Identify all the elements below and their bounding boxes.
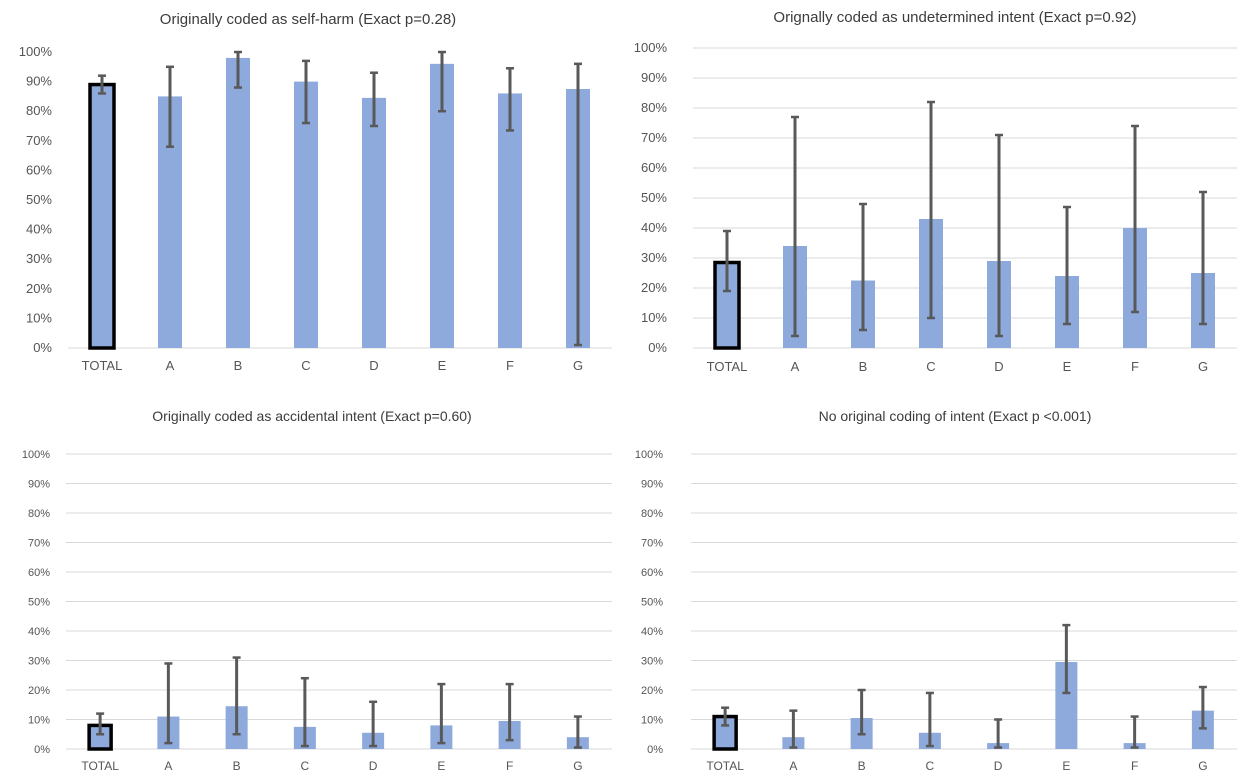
y-tick-label: 0%	[34, 744, 50, 756]
y-tick-label: 10%	[28, 715, 50, 727]
category-label: E	[438, 358, 447, 373]
category-label: E	[437, 759, 445, 773]
y-tick-label: 50%	[26, 192, 52, 207]
y-tick-label: 40%	[641, 220, 667, 235]
y-tick-label: 50%	[641, 597, 663, 609]
bar	[1191, 710, 1214, 749]
bar	[294, 81, 318, 348]
y-tick-label: 20%	[28, 685, 50, 697]
category-label: A	[166, 358, 175, 373]
category-label: C	[301, 759, 310, 773]
y-tick-label: 60%	[641, 160, 667, 175]
y-tick-label: 30%	[26, 251, 52, 266]
y-tick-label: 90%	[641, 70, 667, 85]
chart-svg: Originally coded as accidental intent (E…	[22, 408, 612, 773]
category-label: TOTAL	[707, 359, 748, 374]
category-label: A	[164, 759, 172, 773]
y-tick-label: 10%	[641, 715, 663, 727]
y-tick-label: 100%	[634, 40, 668, 55]
category-label: F	[1131, 759, 1138, 773]
category-label: B	[234, 358, 243, 373]
y-tick-label: 20%	[26, 281, 52, 296]
category-label: C	[926, 359, 935, 374]
bar-total	[88, 82, 116, 350]
y-tick-label: 80%	[26, 103, 52, 118]
y-tick-label: 10%	[641, 310, 667, 325]
y-tick-label: 0%	[648, 340, 667, 355]
y-tick-label: 50%	[641, 190, 667, 205]
chart-accidental-intent: Originally coded as accidental intent (E…	[0, 389, 625, 777]
y-tick-label: 20%	[641, 685, 663, 697]
bar	[362, 97, 386, 348]
category-label: F	[1131, 359, 1139, 374]
category-label: C	[926, 759, 935, 773]
category-label: TOTAL	[82, 358, 123, 373]
category-label: D	[994, 359, 1003, 374]
y-tick-label: 40%	[28, 626, 50, 638]
category-label: B	[858, 759, 866, 773]
y-tick-label: 70%	[641, 130, 667, 145]
category-label: A	[791, 359, 800, 374]
y-tick-label: 50%	[28, 597, 50, 609]
category-label: E	[1063, 359, 1072, 374]
y-tick-label: 60%	[26, 162, 52, 177]
category-label: G	[1198, 359, 1208, 374]
y-tick-label: 70%	[28, 538, 50, 550]
y-tick-label: 80%	[641, 100, 667, 115]
category-label: TOTAL	[81, 759, 119, 773]
category-label: A	[789, 759, 797, 773]
chart-undetermined-intent: Orignally coded as undetermined intent (…	[625, 0, 1250, 388]
category-label: D	[994, 759, 1003, 773]
y-tick-label: 40%	[641, 626, 663, 638]
category-label: G	[573, 759, 582, 773]
y-tick-label: 60%	[28, 567, 50, 579]
bar	[226, 57, 250, 349]
chart-svg: Orignally coded as undetermined intent (…	[634, 9, 1237, 374]
y-tick-label: 70%	[26, 133, 52, 148]
category-label: D	[369, 759, 378, 773]
chart-title: No original coding of intent (Exact p <0…	[819, 408, 1092, 424]
bar	[1055, 661, 1078, 749]
y-tick-label: 90%	[641, 479, 663, 491]
y-tick-label: 80%	[28, 508, 50, 520]
y-tick-label: 30%	[641, 656, 663, 668]
category-label: G	[1198, 759, 1207, 773]
chart-svg: No original coding of intent (Exact p <0…	[635, 408, 1237, 773]
y-tick-label: 60%	[641, 567, 663, 579]
chart-title: Originally coded as self-harm (Exact p=0…	[160, 11, 456, 28]
category-label: E	[1062, 759, 1070, 773]
y-tick-label: 30%	[28, 656, 50, 668]
y-tick-label: 90%	[26, 74, 52, 89]
chart-no-original-coding: No original coding of intent (Exact p <0…	[625, 389, 1250, 777]
category-label: B	[233, 759, 241, 773]
category-label: TOTAL	[706, 759, 744, 773]
y-tick-label: 70%	[641, 538, 663, 550]
y-tick-label: 20%	[641, 280, 667, 295]
chart-self-harm: Originally coded as self-harm (Exact p=0…	[0, 0, 625, 388]
category-label: C	[301, 358, 310, 373]
y-tick-label: 90%	[28, 479, 50, 491]
bar	[498, 93, 522, 348]
category-label: G	[573, 358, 583, 373]
y-tick-label: 40%	[26, 222, 52, 237]
category-label: F	[506, 759, 513, 773]
category-label: B	[859, 359, 868, 374]
y-tick-label: 100%	[19, 44, 53, 59]
y-tick-label: 100%	[22, 449, 50, 461]
y-tick-label: 80%	[641, 508, 663, 520]
y-tick-label: 0%	[647, 744, 663, 756]
chart-title: Originally coded as accidental intent (E…	[152, 408, 471, 424]
y-tick-label: 0%	[33, 340, 52, 355]
category-label: F	[506, 358, 514, 373]
y-tick-label: 30%	[641, 250, 667, 265]
chart-title: Orignally coded as undetermined intent (…	[773, 9, 1136, 26]
category-label: D	[369, 358, 378, 373]
y-tick-label: 10%	[26, 310, 52, 325]
y-tick-label: 100%	[635, 449, 663, 461]
chart-svg: Originally coded as self-harm (Exact p=0…	[19, 11, 612, 373]
